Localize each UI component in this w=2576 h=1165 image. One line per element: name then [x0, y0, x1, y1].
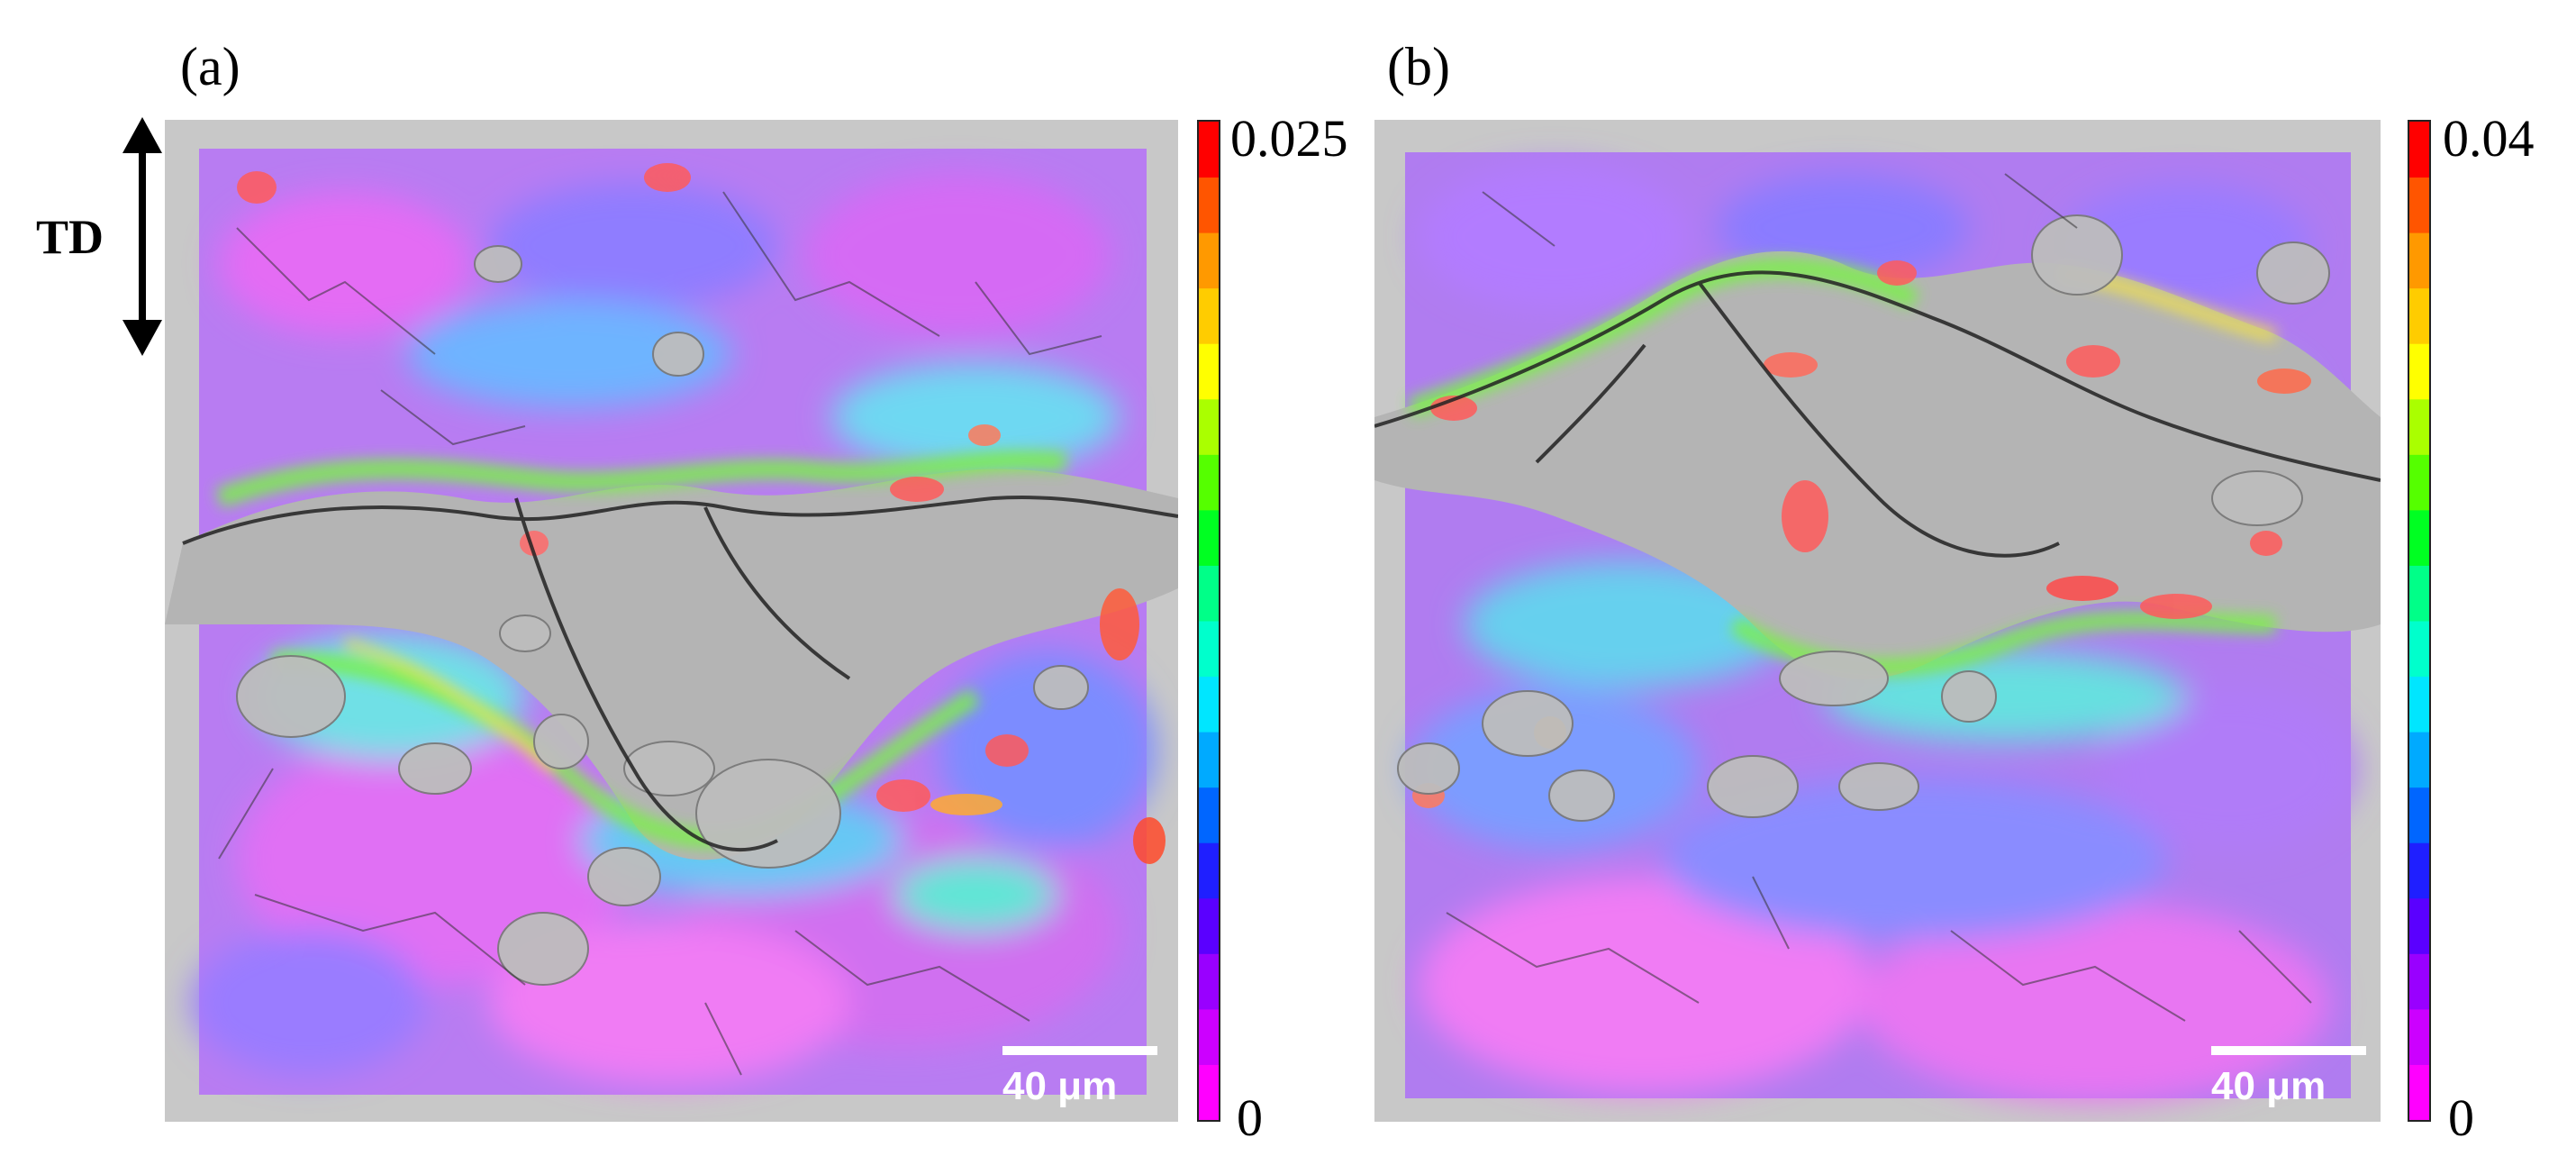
colorbar-step: [1199, 732, 1219, 788]
colorbar-step: [2409, 343, 2429, 400]
scale-bar-b-label: 40 μm: [2211, 1064, 2327, 1108]
colorbar-step: [2409, 232, 2429, 289]
colorbar-step: [2409, 897, 2429, 954]
colorbar-b: [2408, 120, 2431, 1122]
colorbar-a: [1197, 120, 1220, 1122]
colorbar-a-gradient: [1199, 122, 1219, 1120]
panel-a-label: (a): [180, 37, 240, 96]
colorbar-step: [1199, 621, 1219, 678]
td-label: TD: [36, 210, 104, 264]
colorbar-step: [1199, 509, 1219, 566]
colorbar-step: [2409, 787, 2429, 843]
colorbar-step: [1199, 343, 1219, 400]
colorbar-step: [1199, 565, 1219, 622]
colorbar-step: [2409, 621, 2429, 678]
colorbar-step: [2409, 398, 2429, 455]
colorbar-step: [1199, 953, 1219, 1010]
colorbar-step: [2409, 565, 2429, 622]
colorbar-step: [1199, 454, 1219, 511]
colorbar-b-max-label: 0.04: [2443, 109, 2535, 168]
td-double-arrow-icon: [122, 117, 162, 356]
colorbar-step: [1199, 842, 1219, 899]
colorbar-step: [1199, 177, 1219, 233]
strain-map-b: 40 μm: [1374, 120, 2381, 1122]
colorbar-step: [1199, 232, 1219, 289]
colorbar-step: [2409, 509, 2429, 566]
scale-bar-a: [1002, 1046, 1157, 1055]
colorbar-step: [2409, 732, 2429, 788]
colorbar-step: [2409, 287, 2429, 344]
panel-b-label: (b): [1387, 37, 1450, 96]
colorbar-step: [1199, 787, 1219, 843]
colorbar-b-gradient: [2409, 122, 2429, 1120]
colorbar-step: [2409, 842, 2429, 899]
colorbar-step: [2409, 454, 2429, 511]
colorbar-a-min-label: 0: [1237, 1088, 1263, 1147]
colorbar-step: [2409, 122, 2429, 178]
colorbar-a-max-label: 0.025: [1230, 109, 1348, 168]
colorbar-step: [1199, 287, 1219, 344]
scale-bar-b: [2211, 1046, 2366, 1055]
colorbar-b-min-label: 0: [2448, 1088, 2474, 1147]
scale-bar-a-label: 40 μm: [1002, 1064, 1118, 1108]
colorbar-step: [1199, 1008, 1219, 1065]
colorbar-step: [2409, 177, 2429, 233]
colorbar-step: [2409, 953, 2429, 1010]
colorbar-step: [1199, 398, 1219, 455]
colorbar-step: [1199, 1064, 1219, 1120]
colorbar-step: [2409, 1008, 2429, 1065]
strain-map-a: 40 μm: [165, 120, 1178, 1122]
colorbar-step: [1199, 122, 1219, 178]
colorbar-step: [2409, 676, 2429, 733]
colorbar-step: [1199, 676, 1219, 733]
colorbar-step: [1199, 897, 1219, 954]
colorbar-step: [2409, 1064, 2429, 1120]
